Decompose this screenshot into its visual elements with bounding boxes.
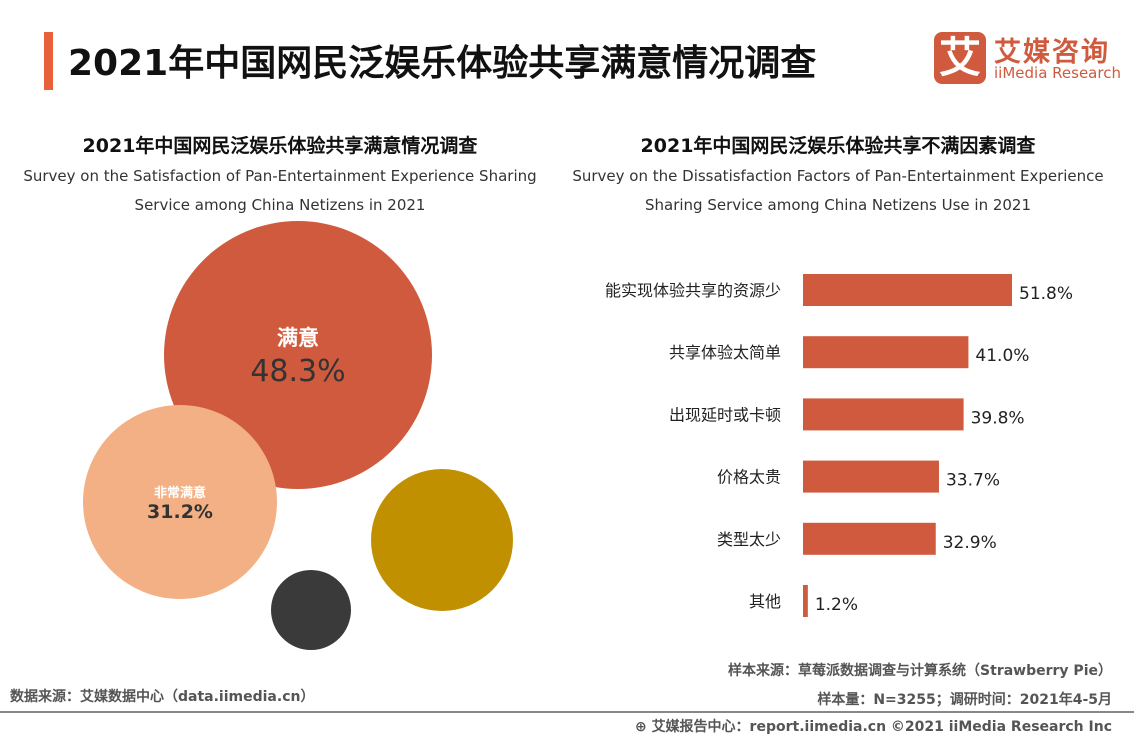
bar-category-label: 能实现体验共享的资源少 <box>605 281 781 300</box>
sample-size: 样本量：N=3255；调研时间：2021年4-5月 <box>817 692 1112 708</box>
bubble-2 <box>83 405 277 599</box>
bar-category-label: 类型太少 <box>717 530 781 549</box>
right-chart-title: 2021年中国网民泛娱乐体验共享不满因素调查 <box>640 135 1036 157</box>
bar <box>803 585 808 617</box>
bar <box>803 336 969 369</box>
bar-value-label: 51.8% <box>1019 284 1073 304</box>
bar-value-label: 33.7% <box>946 471 1000 491</box>
logo-text-en: iiMedia Research <box>994 64 1121 82</box>
bar-category-label: 价格太贵 <box>717 468 781 487</box>
bubble-label: 满意 <box>277 326 319 350</box>
bubble-3 <box>371 469 513 611</box>
left-chart-title: 2021年中国网民泛娱乐体验共享满意情况调查 <box>82 135 478 157</box>
bar-value-label: 1.2% <box>815 595 858 615</box>
globe-icon: ⊕ <box>634 719 652 735</box>
bar <box>803 460 939 493</box>
bubble-label: 非常满意 <box>154 485 206 501</box>
bar-value-label: 41.0% <box>975 346 1029 366</box>
bar <box>803 398 964 431</box>
bar-category-label: 出现延时或卡顿 <box>669 405 781 424</box>
bubble-value: 31.2% <box>147 501 213 523</box>
logo-text-cn: 艾媒咨询 <box>994 37 1110 68</box>
page-title: 2021年中国网民泛娱乐体验共享满意情况调查 <box>68 43 817 84</box>
data-source: 数据来源：艾媒数据中心（data.iimedia.cn） <box>10 689 315 705</box>
report-center: ⊕ 艾媒报告中心：report.iimedia.cn ©2021 iiMedia… <box>634 719 1112 735</box>
bubble-value: 48.3% <box>250 354 345 389</box>
left-chart-subtitle: Survey on the Satisfaction of Pan-Entert… <box>23 167 537 214</box>
bar-category-label: 共享体验太简单 <box>669 343 781 362</box>
bar-value-label: 32.9% <box>943 533 997 553</box>
bar-value-label: 39.8% <box>971 408 1025 428</box>
bar-category-label: 其他 <box>749 592 781 611</box>
title-accent-bar <box>44 32 53 90</box>
bubble-4 <box>271 570 351 650</box>
bar <box>803 522 936 555</box>
right-chart-subtitle: Survey on the Dissatisfaction Factors of… <box>572 167 1104 214</box>
bar <box>803 274 1012 306</box>
logo-icon: 艾 <box>934 32 986 84</box>
sample-source: 样本来源：草莓派数据调查与计算系统（Strawberry Pie） <box>728 663 1112 679</box>
footer-divider <box>0 711 1134 713</box>
